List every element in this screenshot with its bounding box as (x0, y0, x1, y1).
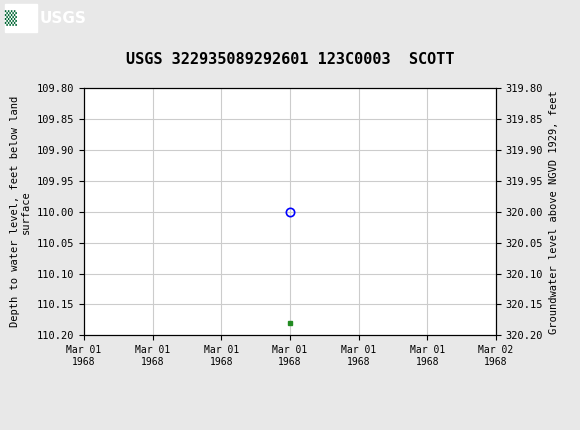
Text: USGS: USGS (39, 11, 86, 26)
Y-axis label: Depth to water level, feet below land
surface: Depth to water level, feet below land su… (10, 96, 31, 327)
Text: ▒: ▒ (5, 10, 16, 26)
Y-axis label: Groundwater level above NGVD 1929, feet: Groundwater level above NGVD 1929, feet (549, 90, 559, 334)
Bar (5, 4, 37, 32)
Text: USGS 322935089292601 123C0003  SCOTT: USGS 322935089292601 123C0003 SCOTT (126, 52, 454, 67)
Legend: Period of approved data: Period of approved data (187, 426, 393, 430)
